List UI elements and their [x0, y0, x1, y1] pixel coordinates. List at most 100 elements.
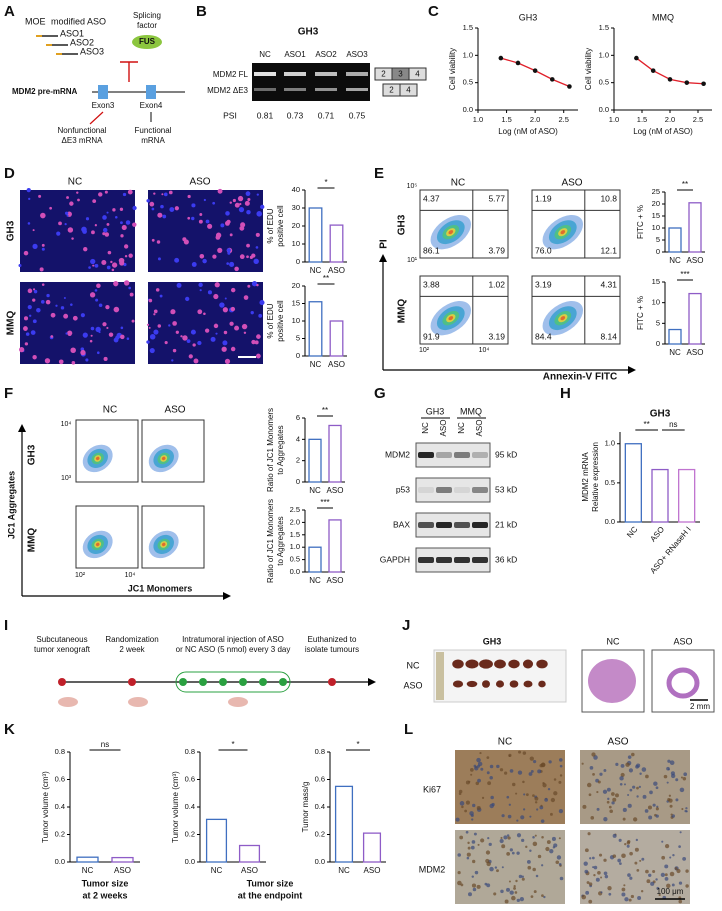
nucleus — [523, 793, 526, 796]
nucleus — [600, 876, 603, 879]
nucleus — [655, 786, 659, 790]
cell — [146, 340, 150, 344]
nucleus — [471, 883, 477, 888]
tumor — [479, 659, 493, 669]
nucleus — [516, 898, 520, 903]
tumor — [522, 659, 534, 669]
nucleus — [618, 838, 622, 842]
nucleus — [474, 766, 479, 771]
nucleus — [658, 893, 661, 897]
bar — [238, 844, 261, 863]
band — [315, 72, 337, 76]
band — [346, 88, 368, 91]
cell — [76, 191, 79, 194]
nucleus — [477, 761, 483, 767]
nucleus — [528, 772, 533, 776]
nucleus — [559, 764, 563, 768]
cell — [44, 358, 51, 364]
cell — [33, 289, 38, 294]
label: Splicing — [133, 11, 161, 20]
y-tick-label: 0.2 — [55, 829, 65, 838]
cell — [64, 223, 67, 226]
y-tick-label: 1.5 — [290, 530, 300, 539]
quadrant-value: 1.02 — [488, 279, 505, 289]
y-tick-label: 20 — [652, 199, 660, 208]
label: 10⁵ — [407, 183, 418, 190]
cell — [67, 330, 73, 336]
nucleus — [675, 778, 679, 782]
nucleus — [532, 794, 535, 797]
photo — [433, 649, 567, 703]
time-point — [58, 678, 66, 686]
nucleus — [619, 782, 623, 786]
x-tick-label: NC — [310, 360, 322, 369]
cell — [215, 235, 221, 240]
y-tick-label: 30 — [292, 203, 300, 212]
cell — [29, 314, 32, 317]
nucleus — [653, 781, 658, 786]
nucleus — [619, 862, 622, 865]
nucleus — [636, 763, 641, 768]
band — [284, 72, 306, 76]
lane-label: ASO1 — [284, 50, 306, 59]
nucleus — [585, 890, 590, 895]
cell — [256, 334, 261, 339]
y-tick-label: 0 — [296, 257, 300, 266]
y-tick-label: 2.5 — [290, 505, 300, 514]
nucleus — [584, 869, 589, 874]
nucleus — [464, 809, 468, 813]
nucleus — [602, 789, 608, 794]
label: 2 — [381, 70, 386, 79]
y-tick-label: 0.5 — [463, 78, 473, 87]
nucleus — [625, 762, 630, 767]
cell — [185, 296, 190, 302]
cell — [149, 334, 156, 340]
cell — [172, 321, 177, 326]
cell — [102, 322, 107, 327]
significance: ** — [644, 420, 650, 429]
cell — [187, 194, 191, 199]
cell — [106, 265, 111, 270]
panel-label: L — [404, 721, 413, 738]
tumor — [482, 680, 490, 688]
nucleus — [507, 836, 511, 840]
time-point — [328, 678, 336, 686]
cell — [170, 309, 176, 315]
tumor — [466, 680, 478, 688]
cell — [65, 332, 68, 335]
cell — [58, 359, 64, 365]
label: modified ASO — [51, 16, 106, 26]
bar — [651, 468, 669, 523]
cell — [129, 292, 134, 297]
psi-value: 0.75 — [349, 110, 366, 120]
bar — [308, 207, 323, 263]
nucleus — [461, 805, 464, 809]
cell — [89, 339, 93, 343]
x-tick-label: ASO — [327, 486, 344, 495]
cell — [18, 263, 22, 268]
cell — [72, 315, 78, 321]
nucleus — [656, 886, 660, 890]
label: 95 kD — [495, 449, 517, 459]
label: 10¹ — [407, 257, 418, 264]
point — [701, 81, 706, 87]
nucleus — [515, 879, 518, 883]
cell — [213, 293, 219, 300]
cell — [207, 223, 213, 229]
cell — [113, 337, 119, 343]
cell — [197, 309, 203, 315]
nucleus — [664, 876, 669, 881]
nucleus — [629, 876, 633, 880]
nucleus — [624, 842, 627, 846]
band — [418, 522, 434, 528]
nucleus — [541, 894, 544, 897]
significance: ** — [323, 274, 329, 283]
nucleus — [516, 819, 519, 822]
cell — [246, 209, 251, 215]
nucleus — [678, 845, 681, 848]
y-tick-label: 0.2 — [315, 829, 325, 838]
nucleus — [588, 899, 593, 904]
significance: * — [356, 740, 359, 749]
nucleus — [476, 805, 481, 810]
cell — [207, 290, 213, 295]
